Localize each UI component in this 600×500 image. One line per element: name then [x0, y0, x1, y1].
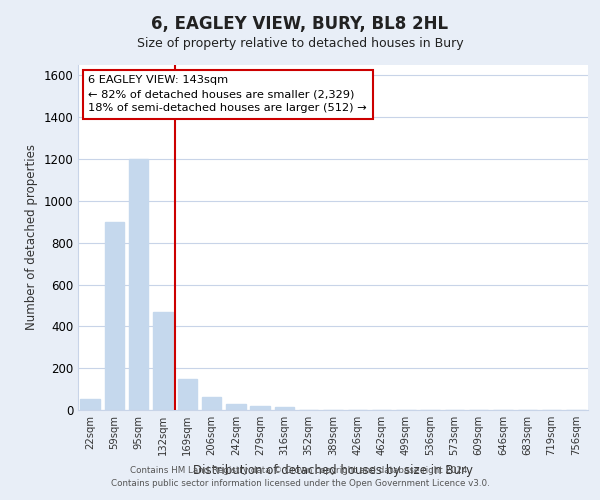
Y-axis label: Number of detached properties: Number of detached properties	[25, 144, 38, 330]
X-axis label: Distribution of detached houses by size in Bury: Distribution of detached houses by size …	[193, 464, 473, 476]
Bar	[129, 159, 148, 410]
Bar	[275, 407, 294, 410]
Bar	[178, 378, 197, 410]
Bar	[153, 312, 173, 410]
Bar	[250, 406, 270, 410]
Text: 6, EAGLEY VIEW, BURY, BL8 2HL: 6, EAGLEY VIEW, BURY, BL8 2HL	[151, 15, 449, 33]
Bar	[105, 222, 124, 410]
Bar	[80, 398, 100, 410]
Bar	[202, 397, 221, 410]
Text: Contains HM Land Registry data © Crown copyright and database right 2024.
Contai: Contains HM Land Registry data © Crown c…	[110, 466, 490, 487]
Text: 6 EAGLEY VIEW: 143sqm
← 82% of detached houses are smaller (2,329)
18% of semi-d: 6 EAGLEY VIEW: 143sqm ← 82% of detached …	[88, 76, 367, 114]
Text: Size of property relative to detached houses in Bury: Size of property relative to detached ho…	[137, 38, 463, 51]
Bar	[226, 404, 245, 410]
